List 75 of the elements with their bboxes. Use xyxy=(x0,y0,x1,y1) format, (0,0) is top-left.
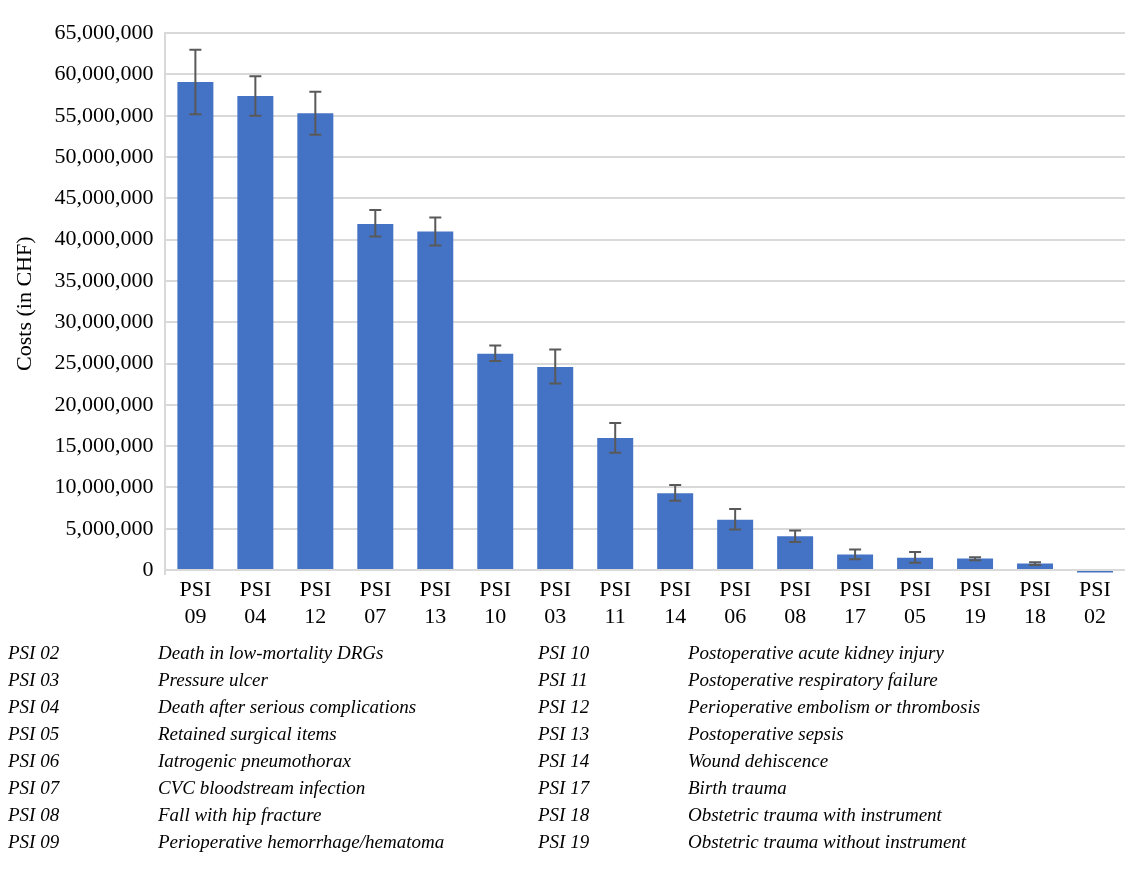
y-tick-label: 40,000,000 xyxy=(54,225,154,251)
x-tick-label: PSI 14 xyxy=(659,576,692,628)
text: Fall with hip fracture xyxy=(158,803,323,827)
text: Iatrogenic pneumothorax xyxy=(158,749,352,773)
y-tick-label: 25,000,000 xyxy=(54,349,154,375)
text: PSI 14 xyxy=(538,749,591,773)
bar xyxy=(177,81,214,570)
bar xyxy=(537,366,574,570)
text: Postoperative respiratory failure xyxy=(688,668,939,692)
text: PSI 04 xyxy=(8,695,61,719)
x-tick-label: PSI 11 xyxy=(599,576,632,628)
y-tick-label: 45,000,000 xyxy=(54,184,154,210)
text: PSI 12 xyxy=(538,695,591,719)
bar xyxy=(717,519,754,570)
text: Pressure ulcer xyxy=(158,668,269,692)
x-tick-label: PSI 17 xyxy=(839,576,872,628)
text: PSI 10 xyxy=(538,641,591,665)
text: Obstetric trauma without instrument xyxy=(688,830,968,854)
y-tick-label: 50,000,000 xyxy=(54,142,154,168)
text: Postoperative sepsis xyxy=(688,722,845,746)
y-tick-label: 35,000,000 xyxy=(54,266,154,292)
text: PSI 19 xyxy=(538,830,591,854)
text: PSI 08 xyxy=(8,803,61,827)
text: Death in low-mortality DRGs xyxy=(158,641,385,665)
bar xyxy=(657,493,694,570)
y-tick-label: 20,000,000 xyxy=(54,390,154,416)
x-tick-label: PSI 02 xyxy=(1079,576,1111,628)
y-tick-label: 30,000,000 xyxy=(54,308,154,334)
bar xyxy=(777,536,814,570)
x-tick-label: PSI 03 xyxy=(539,576,572,628)
text: PSI 05 xyxy=(8,722,61,746)
text: Wound dehiscence xyxy=(688,749,830,773)
x-tick-label: PSI 09 xyxy=(179,576,212,628)
text: PSI 11 xyxy=(538,668,589,692)
text: CVC bloodstream infection xyxy=(158,776,367,800)
text: Perioperative embolism or thrombosis xyxy=(688,695,982,719)
x-tick-label: PSI 04 xyxy=(239,576,272,628)
x-tick-label: PSI 18 xyxy=(1019,576,1051,628)
y-tick-label: 15,000,000 xyxy=(54,431,154,457)
text: PSI 03 xyxy=(8,668,61,692)
bar xyxy=(417,231,454,570)
text: Obstetric trauma with instrument xyxy=(688,803,943,827)
y-tick-label: 10,000,000 xyxy=(54,473,154,499)
text: Death after serious complications xyxy=(158,695,418,719)
x-tick-label: PSI 10 xyxy=(479,576,512,628)
text: Birth trauma xyxy=(688,776,788,800)
bar xyxy=(477,353,514,570)
x-tick-label: PSI 05 xyxy=(899,576,931,628)
x-tick-label: PSI 07 xyxy=(359,576,392,628)
x-tick-label: PSI 08 xyxy=(779,576,812,628)
text: PSI 09 xyxy=(8,830,61,854)
text: Retained surgical items xyxy=(158,722,338,746)
text: PSI 13 xyxy=(538,722,591,746)
x-tick-label: PSI 12 xyxy=(299,576,332,628)
y-tick-label: 5,000,000 xyxy=(65,514,154,540)
bar xyxy=(297,113,334,570)
text: PSI 07 xyxy=(8,776,61,800)
y-tick-label: 0 xyxy=(142,555,154,581)
text: Perioperative hemorrhage/hematoma xyxy=(158,830,446,854)
text: PSI 06 xyxy=(8,749,61,773)
x-tick-label: PSI 19 xyxy=(959,576,991,628)
y-tick-label: 65,000,000 xyxy=(54,18,154,44)
bar xyxy=(237,95,274,570)
bar xyxy=(837,554,874,570)
x-tick-label: PSI 13 xyxy=(419,576,452,628)
bar xyxy=(597,437,634,570)
text: PSI 02 xyxy=(8,641,61,665)
text: PSI 17 xyxy=(538,776,591,800)
y-tick-label: 55,000,000 xyxy=(54,101,154,127)
y-tick-label: 60,000,000 xyxy=(54,60,154,86)
y-axis-title: Costs (in CHF) xyxy=(10,236,36,371)
text: Postoperative acute kidney injury xyxy=(688,641,945,665)
text: PSI 18 xyxy=(538,803,591,827)
x-tick-label: PSI 06 xyxy=(719,576,752,628)
bar xyxy=(357,224,394,570)
